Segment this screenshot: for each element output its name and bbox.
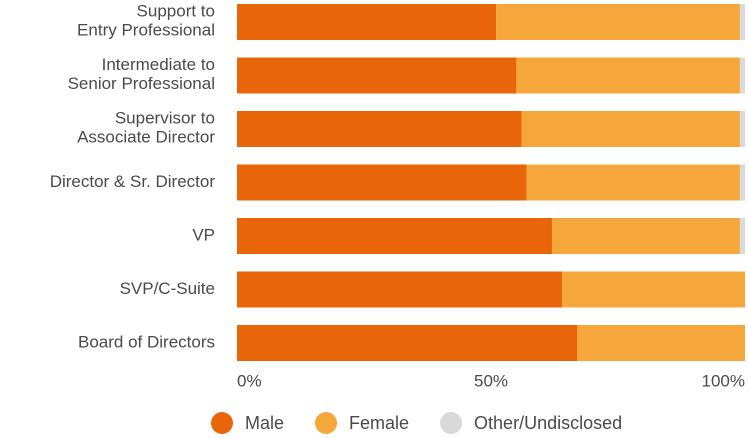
legend-marker <box>440 412 463 434</box>
bar-segment <box>237 4 497 40</box>
bar-segment <box>739 4 745 40</box>
y-tick-label: SVP/C-Suite <box>120 279 215 298</box>
y-tick-label: Director & Sr. Director <box>50 172 216 191</box>
y-tick-label: VP <box>192 225 215 244</box>
bar-segment <box>562 271 745 308</box>
bar-segment <box>739 218 745 254</box>
x-tick-label: 50% <box>474 371 508 390</box>
bar-segment <box>526 164 740 201</box>
x-tick-label: 100% <box>702 371 745 390</box>
legend-label: Other/Undisclosed <box>474 413 622 433</box>
bar-segment <box>237 111 522 147</box>
bar-segment <box>237 325 578 361</box>
bar-segment <box>739 164 745 201</box>
legend-marker <box>211 412 233 434</box>
legend-label: Male <box>245 413 284 433</box>
x-tick-label: 0% <box>237 371 262 390</box>
bar-segment <box>551 218 740 254</box>
bar-segment <box>237 164 527 201</box>
bar-segment <box>577 325 745 361</box>
legend-label: Female <box>349 413 409 433</box>
y-tick-label: Support to Entry Professional <box>77 2 215 40</box>
y-tick-label: Intermediate to Senior Professional <box>68 55 215 93</box>
bar-segment <box>237 57 517 94</box>
bar-segment <box>739 111 745 147</box>
bar-segment <box>496 4 740 40</box>
y-tick-label: Board of Directors <box>78 332 215 351</box>
bar-segment <box>521 111 740 147</box>
bar-segment <box>237 271 563 308</box>
bar-segment <box>516 57 740 94</box>
legend-marker <box>315 412 338 434</box>
y-tick-label: Supervisor to Associate Director <box>77 109 215 147</box>
bar-segment <box>739 57 745 94</box>
bar-segment <box>237 218 552 254</box>
